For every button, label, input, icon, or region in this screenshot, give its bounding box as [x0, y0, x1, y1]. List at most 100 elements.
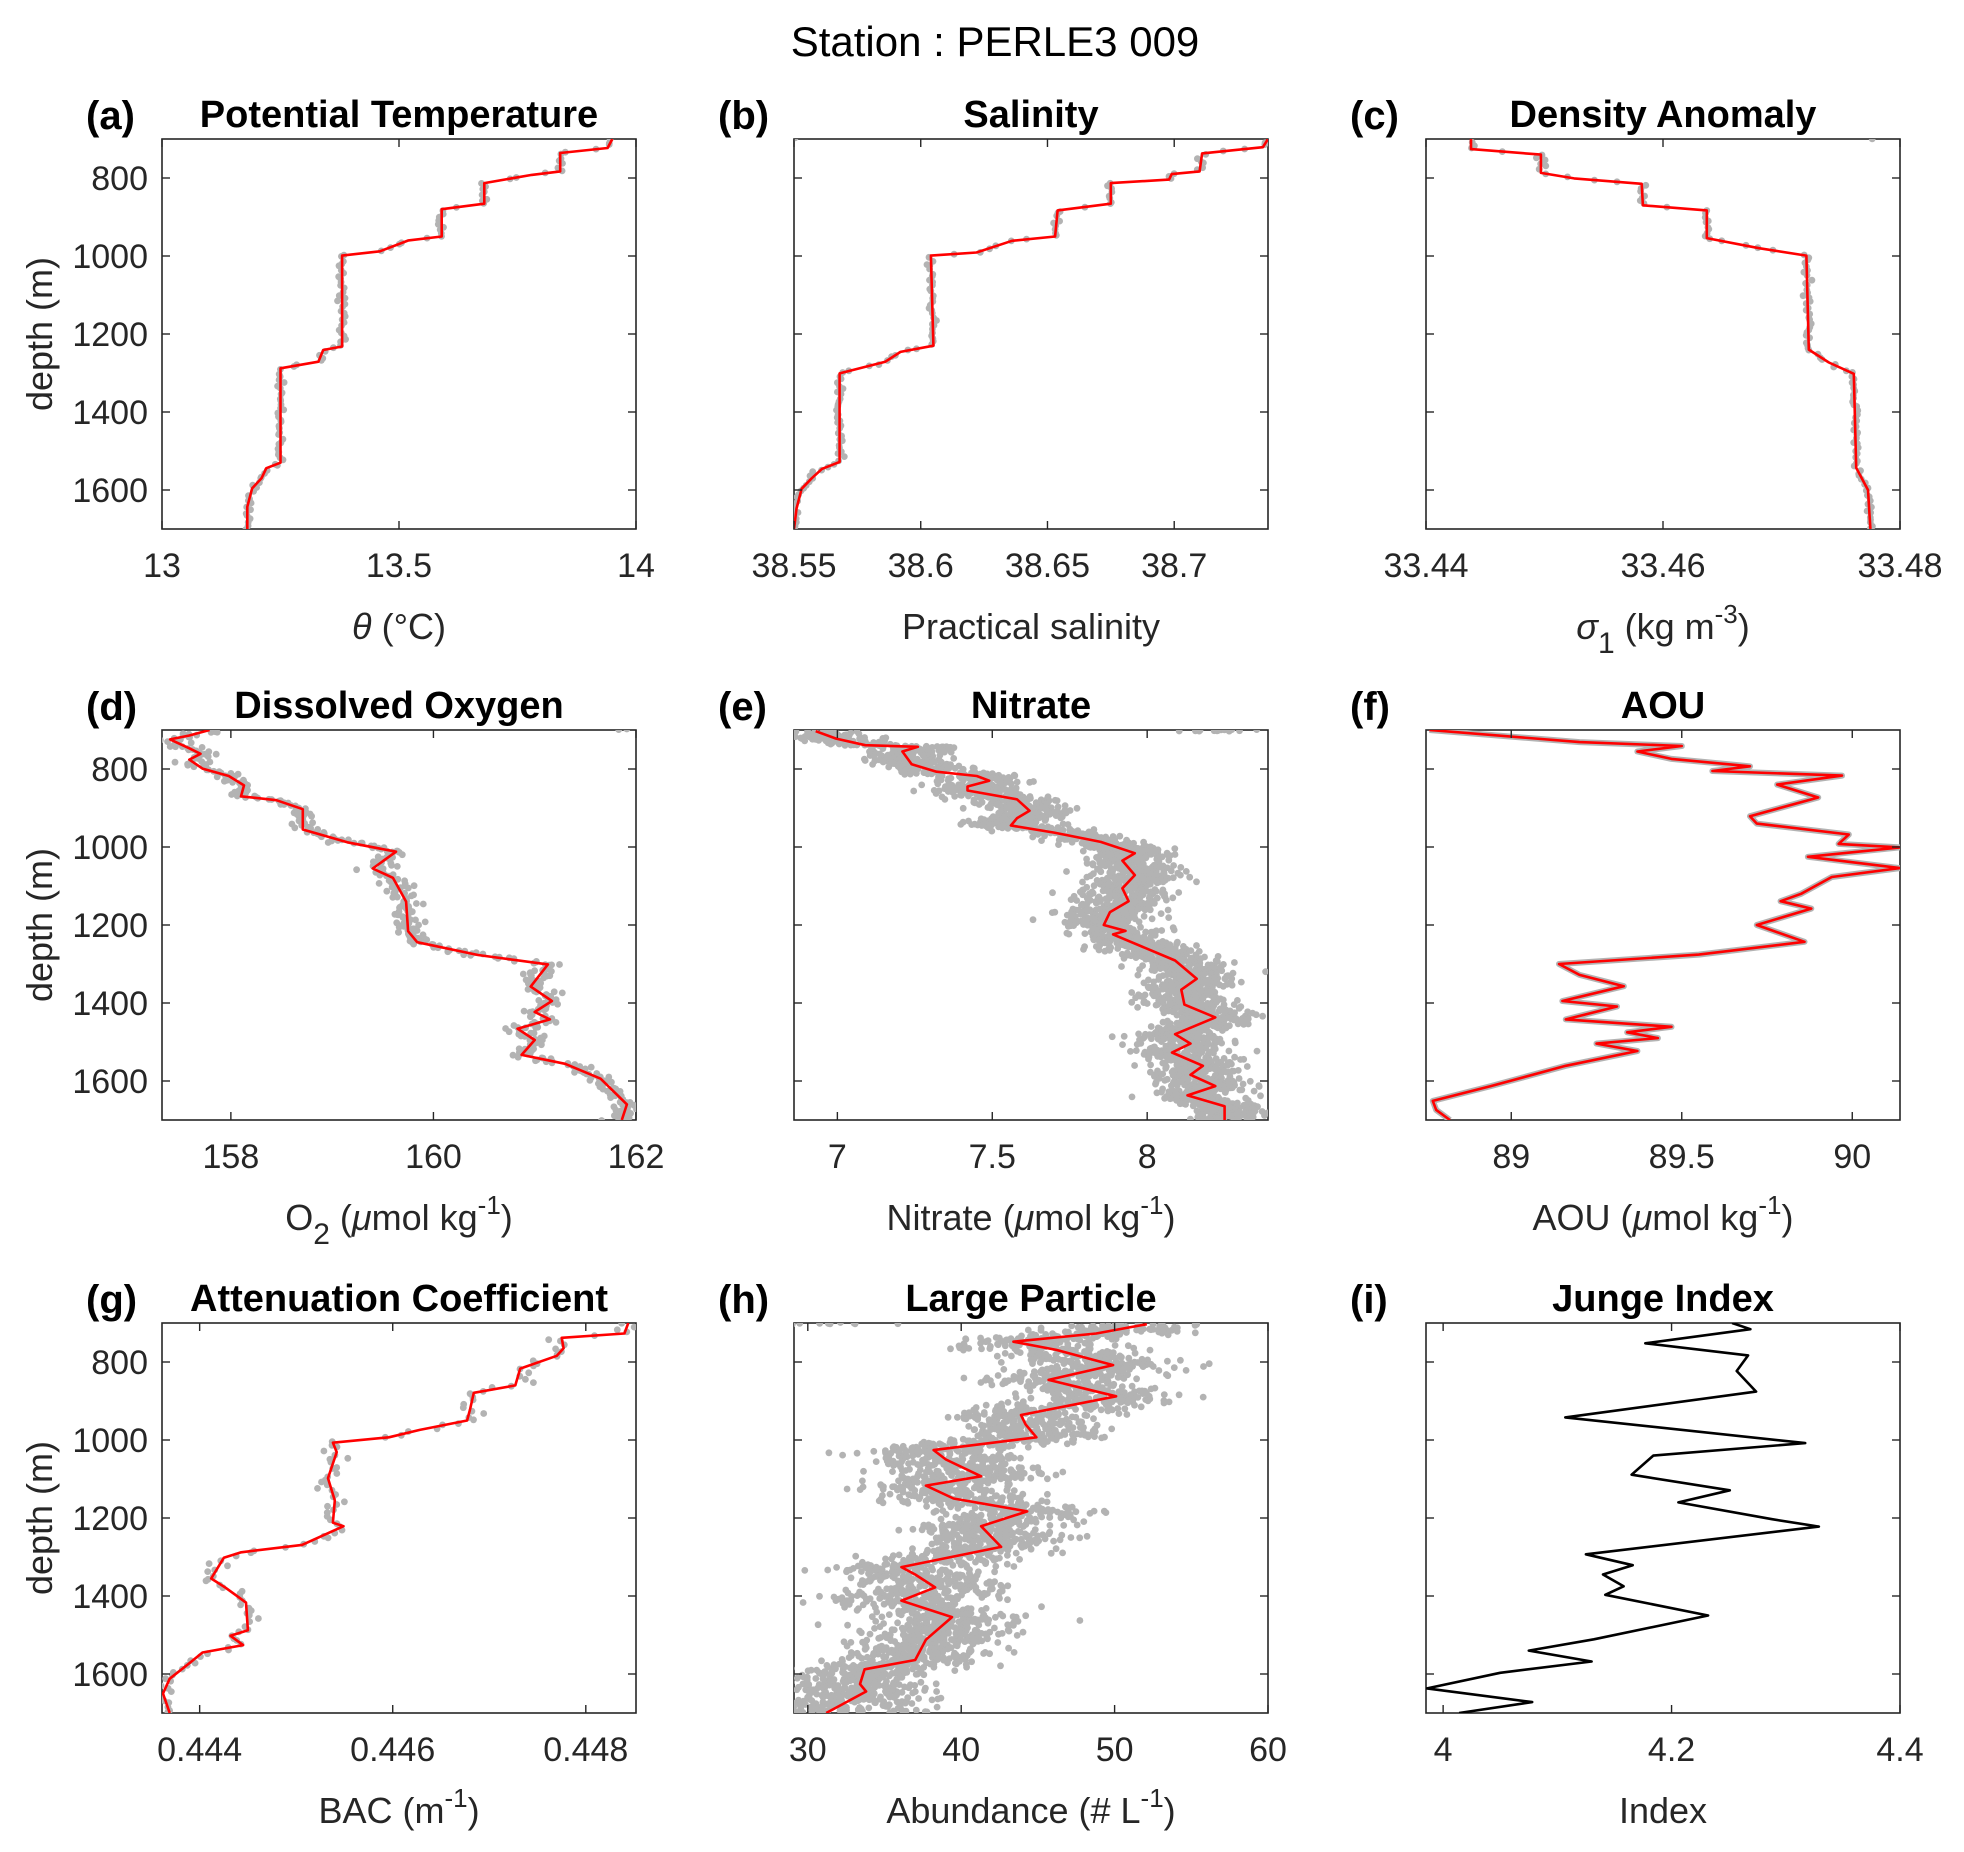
raw-data-point: [324, 1534, 332, 1542]
x-tick-label: 7: [828, 1138, 847, 1176]
x-tick-label: 8: [1138, 1138, 1157, 1176]
raw-data-point: [947, 748, 955, 756]
raw-data-point: [816, 1323, 823, 1327]
raw-data-point: [1079, 847, 1087, 855]
raw-data-point: [212, 750, 220, 758]
panel-letter: (e): [718, 685, 767, 729]
raw-data-point: [947, 1345, 954, 1353]
raw-data-point: [1170, 926, 1178, 934]
y-axis-label: depth (m): [19, 848, 60, 1002]
raw-data-point: [308, 812, 315, 820]
panel-letter: (d): [86, 685, 137, 729]
x-axis-label-part: ): [468, 1790, 480, 1831]
x-axis-label-part: μ: [351, 1197, 372, 1238]
raw-data-point: [1270, 1107, 1277, 1114]
raw-data-point: [841, 741, 849, 749]
raw-data-point: [839, 385, 847, 392]
x-tick-label: 38.6: [888, 547, 954, 585]
raw-data-point: [291, 824, 299, 832]
raw-data-point: [1148, 915, 1156, 923]
raw-data-point: [1141, 906, 1149, 914]
x-axis-label: Nitrate (μmol kg-1): [887, 1190, 1176, 1238]
raw-data-point: [1147, 1023, 1155, 1030]
raw-data-point: [1143, 1000, 1151, 1007]
raw-data-point: [415, 921, 422, 929]
raw-data-point: [850, 1323, 858, 1327]
raw-data-point: [1130, 1344, 1138, 1352]
raw-data-point: [532, 1024, 540, 1031]
raw-data-point: [932, 790, 940, 797]
raw-data-point: [389, 894, 397, 901]
raw-data-point: [1147, 1061, 1154, 1069]
x-axis-label-part: σ: [1576, 606, 1599, 647]
raw-data-point: [1087, 843, 1095, 851]
x-tick-label: 13: [143, 547, 181, 585]
raw-data-point: [1164, 906, 1172, 914]
x-axis-label-part: ): [1163, 1197, 1175, 1238]
x-axis-label: σ1 (kg m-3): [1576, 599, 1750, 660]
raw-data-point: [1177, 871, 1184, 879]
raw-data-point: [1231, 959, 1238, 966]
raw-data-point: [977, 1334, 984, 1342]
raw-data-point: [1261, 1112, 1268, 1119]
raw-data-point: [1253, 1047, 1261, 1055]
raw-data-point: [1122, 942, 1130, 950]
raw-data-point: [1076, 1336, 1084, 1344]
y-tick-label: 1400: [72, 394, 148, 432]
raw-data-point: [1140, 912, 1148, 920]
raw-data-point: [992, 1334, 1000, 1341]
raw-data-point: [1079, 878, 1086, 886]
raw-data-point: [419, 900, 427, 908]
raw-data-point: [1134, 1004, 1141, 1011]
raw-data-point: [527, 1013, 534, 1021]
raw-data-point: [514, 1053, 522, 1061]
raw-data-point: [1160, 1009, 1168, 1017]
plot-area: [794, 1323, 1213, 1713]
plot-area: [1429, 730, 1900, 1120]
raw-data-point: [1131, 1062, 1138, 1069]
raw-data-point: [1175, 1391, 1183, 1399]
raw-data-point: [571, 1068, 578, 1076]
y-tick-label: 800: [91, 160, 148, 198]
x-axis-label-part: mol kg: [372, 1197, 478, 1238]
raw-data-point: [520, 1007, 528, 1015]
raw-data-point: [344, 1454, 352, 1462]
axes-box: [793, 138, 1269, 530]
x-axis-label-part: O: [285, 1197, 313, 1238]
raw-data-point: [233, 792, 241, 800]
raw-data-point: [1182, 1367, 1190, 1374]
x-axis-label-part: μ: [1014, 1197, 1035, 1238]
raw-data-point: [1029, 916, 1037, 924]
raw-data-point: [783, 737, 790, 744]
raw-data-point: [988, 827, 996, 835]
raw-data-point: [280, 379, 288, 386]
raw-data-point: [1236, 730, 1243, 735]
x-tick-label: 0.444: [157, 1731, 242, 1769]
raw-data-point: [1164, 1372, 1172, 1380]
raw-data-point: [633, 1105, 636, 1113]
raw-data-point: [525, 1369, 533, 1377]
plot-area: [783, 730, 1277, 1120]
raw-data-point: [1231, 1009, 1238, 1017]
raw-data-point: [1133, 1375, 1140, 1383]
raw-data-point: [1173, 1011, 1181, 1019]
raw-data-point: [1097, 868, 1105, 876]
y-tick-label: 1200: [72, 316, 148, 354]
raw-data-point: [1128, 989, 1136, 996]
raw-data-point: [1127, 1048, 1134, 1055]
y-tick-label: 1400: [72, 1578, 148, 1616]
raw-data-point: [607, 1094, 614, 1101]
raw-data-point: [1112, 1335, 1120, 1343]
raw-data-point: [615, 1115, 622, 1120]
raw-data-point: [960, 1346, 967, 1354]
raw-data-point: [1104, 1323, 1112, 1329]
raw-data-point: [522, 1375, 529, 1383]
raw-data-point: [1000, 1366, 1008, 1373]
raw-data-point: [1139, 1390, 1147, 1397]
raw-data-point: [228, 791, 236, 798]
raw-data-point: [1041, 817, 1049, 824]
raw-data-point: [959, 804, 967, 812]
